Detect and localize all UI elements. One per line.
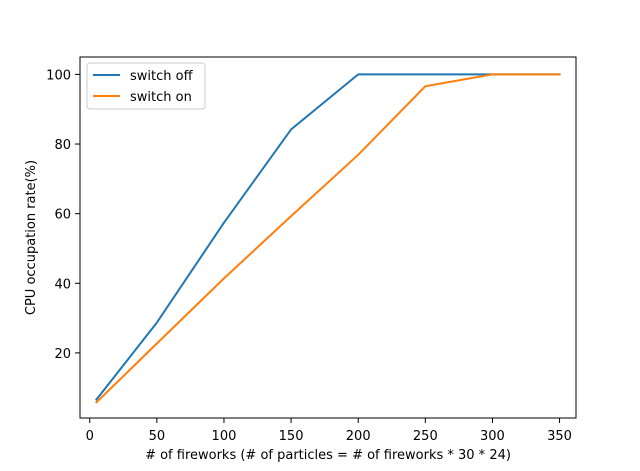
y-tick-label: 40 bbox=[54, 277, 71, 292]
legend: switch off switch on bbox=[86, 62, 206, 110]
y-tick-label: 80 bbox=[54, 138, 71, 153]
series-layer bbox=[95, 73, 561, 404]
x-tick-label: 0 bbox=[86, 429, 94, 444]
y-tick-label: 100 bbox=[46, 68, 71, 83]
x-axis-label: # of fireworks (# of particles = # of fi… bbox=[145, 448, 511, 463]
x-tick-label: 200 bbox=[346, 429, 371, 444]
x-tick-label: 50 bbox=[149, 429, 166, 444]
y-axis-ticks: 20 40 60 80 100 bbox=[46, 68, 80, 362]
y-tick-label: 20 bbox=[54, 347, 71, 362]
legend-label: switch on bbox=[130, 90, 192, 105]
series-line-2 bbox=[95, 73, 561, 404]
x-tick-label: 300 bbox=[480, 429, 505, 444]
x-axis-ticks: 0 50 100 150 200 250 300 350 bbox=[86, 418, 572, 444]
legend-label: switch off bbox=[130, 69, 194, 84]
x-tick-label: 150 bbox=[279, 429, 304, 444]
x-tick-label: 350 bbox=[547, 429, 572, 444]
y-axis-label: CPU occupation rate(%) bbox=[24, 160, 39, 315]
x-tick-label: 100 bbox=[212, 429, 237, 444]
x-tick-label: 250 bbox=[413, 429, 438, 444]
y-tick-label: 60 bbox=[54, 208, 71, 223]
plot-frame bbox=[79, 56, 577, 419]
